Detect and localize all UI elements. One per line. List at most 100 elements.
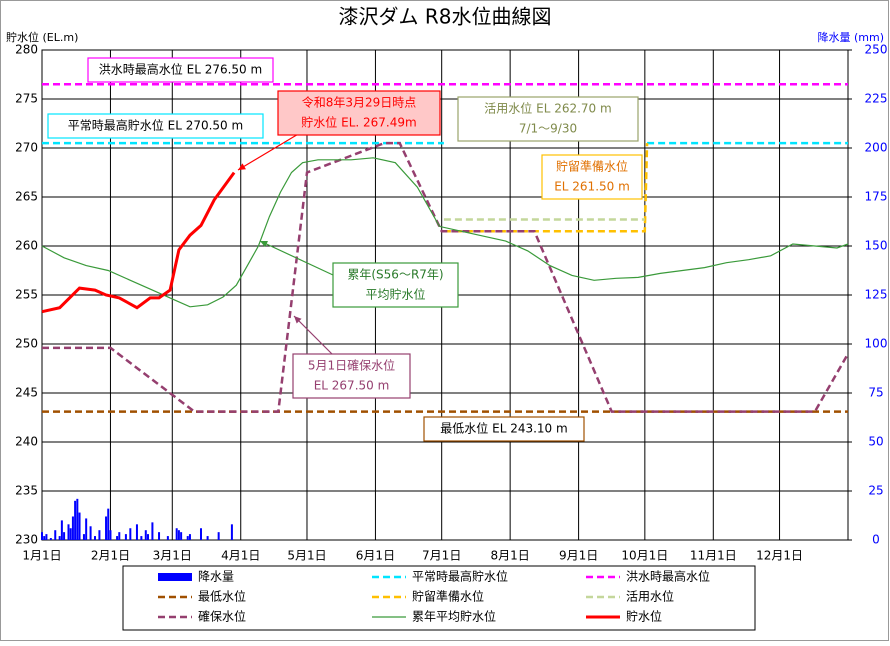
precip-bar bbox=[118, 532, 121, 540]
precip-bar bbox=[199, 528, 202, 540]
precip-bar bbox=[186, 536, 189, 540]
x-tick-label: 2月1日 bbox=[91, 549, 130, 563]
precip-bar bbox=[105, 516, 108, 540]
y-tick-label: 270 bbox=[15, 141, 38, 155]
annotation-text: 最低水位 EL 243.10 m bbox=[440, 421, 567, 436]
annotation-arrow bbox=[293, 315, 333, 355]
precip-bar bbox=[230, 524, 233, 540]
precip-bar bbox=[151, 522, 154, 540]
precip-bar bbox=[180, 532, 183, 540]
x-tick-label: 12月1日 bbox=[756, 549, 803, 563]
y-axis-label: 貯水位 (EL.m) bbox=[6, 30, 78, 44]
annotation-text: 洪水時最高水位 EL 276.50 m bbox=[99, 62, 262, 77]
precip-bar bbox=[58, 536, 61, 540]
y-tick-label: 260 bbox=[15, 239, 38, 253]
annotation-box bbox=[87, 57, 274, 83]
legend-label: 貯留準備水位 bbox=[412, 589, 484, 604]
x-tick-label: 8月1日 bbox=[491, 549, 530, 563]
precip-bar bbox=[146, 534, 149, 540]
x-tick-label: 3月1日 bbox=[153, 549, 192, 563]
annotation-text: 7/1～9/30 bbox=[519, 122, 577, 136]
y2-tick-label: 100 bbox=[865, 337, 888, 351]
precip-bar bbox=[166, 536, 169, 540]
precip-bar bbox=[63, 532, 66, 540]
x-tick-label: 7月1日 bbox=[422, 549, 461, 563]
series-line bbox=[41, 157, 849, 308]
y2-tick-label: 125 bbox=[865, 288, 888, 302]
precip-bar bbox=[144, 530, 147, 540]
y-tick-label: 230 bbox=[15, 533, 38, 547]
precip-bar bbox=[67, 524, 70, 540]
precip-bar bbox=[54, 530, 57, 540]
precip-bar bbox=[177, 530, 180, 540]
precip-bar bbox=[116, 536, 119, 540]
legend-box bbox=[122, 565, 756, 631]
y2-tick-label: 175 bbox=[865, 190, 888, 204]
y2-tick-label: 50 bbox=[868, 435, 883, 449]
precip-bar bbox=[89, 526, 92, 540]
y-tick-label: 250 bbox=[15, 337, 38, 351]
annotation-arrow bbox=[237, 132, 301, 171]
annotation-arrow bbox=[259, 240, 334, 276]
annotation-text: 平均貯水位 bbox=[365, 287, 425, 302]
annotation-text: EL 261.50 m bbox=[554, 180, 630, 194]
y2-tick-label: 75 bbox=[868, 386, 883, 400]
precip-bar bbox=[129, 528, 132, 540]
annotation-text: 活用水位 EL 262.70 m bbox=[484, 101, 611, 116]
y-tick-label: 245 bbox=[15, 386, 38, 400]
annotation-text: 令和8年3月29日時点 bbox=[302, 95, 417, 110]
series-line bbox=[42, 141, 850, 413]
precip-bar bbox=[41, 532, 43, 540]
annotation-box bbox=[277, 90, 441, 136]
y2-axis-label: 降水量 (mm) bbox=[817, 30, 884, 44]
chart-title: 漆沢ダム R8水位曲線図 bbox=[339, 5, 552, 29]
y2-tick-label: 225 bbox=[865, 92, 888, 106]
annotation-text: EL 267.50 m bbox=[314, 379, 390, 393]
legend-label: 確保水位 bbox=[198, 609, 246, 624]
precip-bar bbox=[71, 516, 74, 540]
precip-bar bbox=[188, 534, 191, 540]
precip-bar bbox=[175, 528, 178, 540]
legend-label: 洪水時最高水位 bbox=[626, 569, 710, 584]
precip-bar bbox=[49, 538, 52, 540]
annotation-box bbox=[457, 96, 639, 142]
precip-bar bbox=[158, 532, 161, 540]
x-tick-label: 11月1日 bbox=[690, 549, 737, 563]
annotation-text: 貯留準備水位 bbox=[556, 159, 628, 174]
annotation-box bbox=[423, 416, 585, 442]
y2-tick-label: 0 bbox=[872, 533, 880, 547]
precip-bar bbox=[206, 536, 209, 540]
precip-bar bbox=[93, 536, 96, 540]
precip-bar bbox=[107, 508, 110, 540]
y2-tick-label: 250 bbox=[865, 43, 888, 57]
x-tick-label: 9月1日 bbox=[559, 549, 598, 563]
legend-label: 平常時最高貯水位 bbox=[412, 569, 508, 584]
legend-label: 累年平均貯水位 bbox=[412, 609, 496, 624]
precip-bar bbox=[124, 534, 127, 540]
y-tick-label: 280 bbox=[15, 43, 38, 57]
x-tick-label: 1月1日 bbox=[22, 549, 61, 563]
legend-swatch bbox=[158, 573, 192, 581]
y-tick-label: 255 bbox=[15, 288, 38, 302]
y2-tick-label: 25 bbox=[868, 484, 883, 498]
x-tick-label: 6月1日 bbox=[356, 549, 395, 563]
precip-bar bbox=[98, 530, 101, 540]
legend-label: 活用水位 bbox=[626, 589, 674, 604]
annotation-arrowhead bbox=[238, 163, 246, 170]
annotation-text: 貯水位 EL. 267.49m bbox=[301, 115, 416, 130]
legend-label: 貯水位 bbox=[626, 609, 662, 624]
annotation-box bbox=[47, 113, 264, 139]
annotation-text: 5月1日確保水位 bbox=[308, 358, 395, 373]
annotation-arrowhead bbox=[294, 316, 302, 324]
precip-bar bbox=[217, 532, 220, 540]
x-tick-label: 4月1日 bbox=[221, 549, 260, 563]
y2-tick-label: 200 bbox=[865, 141, 888, 155]
precip-bar bbox=[135, 524, 138, 540]
y-tick-label: 265 bbox=[15, 190, 38, 204]
legend-label: 最低水位 bbox=[198, 589, 246, 604]
precip-bar bbox=[85, 518, 88, 540]
annotation-box bbox=[292, 353, 411, 399]
y2-tick-label: 150 bbox=[865, 239, 888, 253]
precip-bar bbox=[60, 520, 63, 540]
